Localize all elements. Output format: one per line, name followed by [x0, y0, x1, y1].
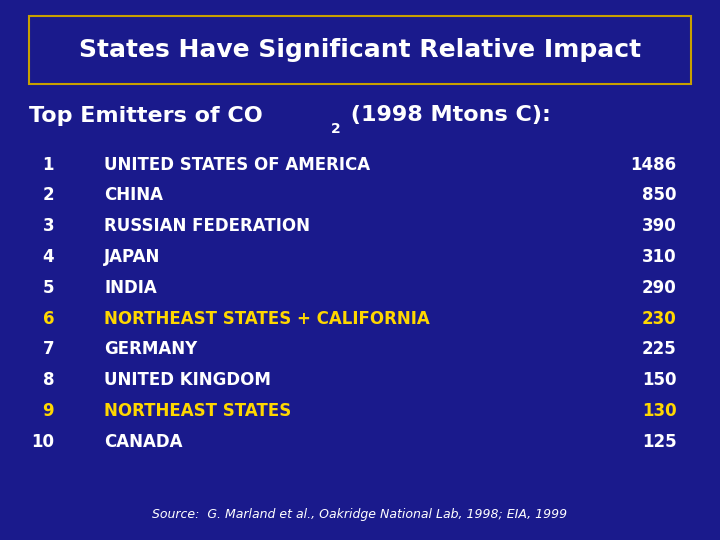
Text: INDIA: INDIA	[104, 279, 157, 297]
Text: 850: 850	[642, 186, 677, 205]
Text: JAPAN: JAPAN	[104, 248, 161, 266]
Text: 125: 125	[642, 433, 677, 451]
Text: 310: 310	[642, 248, 677, 266]
Text: 290: 290	[642, 279, 677, 297]
Text: 5: 5	[42, 279, 54, 297]
Text: 390: 390	[642, 217, 677, 235]
Text: GERMANY: GERMANY	[104, 340, 198, 359]
FancyBboxPatch shape	[29, 16, 691, 84]
Text: 1486: 1486	[631, 156, 677, 174]
Text: NORTHEAST STATES + CALIFORNIA: NORTHEAST STATES + CALIFORNIA	[104, 309, 430, 328]
Text: UNITED KINGDOM: UNITED KINGDOM	[104, 371, 271, 389]
Text: CHINA: CHINA	[104, 186, 163, 205]
Text: 4: 4	[42, 248, 54, 266]
Text: 2: 2	[330, 123, 340, 137]
Text: Top Emitters of CO: Top Emitters of CO	[29, 105, 263, 125]
Text: Source:  G. Marland et al., Oakridge National Lab, 1998; EIA, 1999: Source: G. Marland et al., Oakridge Nati…	[153, 508, 567, 521]
Text: NORTHEAST STATES: NORTHEAST STATES	[104, 402, 292, 420]
Text: States Have Significant Relative Impact: States Have Significant Relative Impact	[79, 38, 641, 62]
Text: 150: 150	[642, 371, 677, 389]
Text: 9: 9	[42, 402, 54, 420]
Text: 225: 225	[642, 340, 677, 359]
Text: 10: 10	[31, 433, 54, 451]
Text: UNITED STATES OF AMERICA: UNITED STATES OF AMERICA	[104, 156, 371, 174]
Text: (1998 Mtons C):: (1998 Mtons C):	[343, 105, 551, 125]
Text: 1: 1	[42, 156, 54, 174]
Text: 6: 6	[42, 309, 54, 328]
Text: 7: 7	[42, 340, 54, 359]
Text: 130: 130	[642, 402, 677, 420]
Text: 2: 2	[42, 186, 54, 205]
Text: CANADA: CANADA	[104, 433, 183, 451]
Text: RUSSIAN FEDERATION: RUSSIAN FEDERATION	[104, 217, 310, 235]
Text: 230: 230	[642, 309, 677, 328]
Text: 8: 8	[42, 371, 54, 389]
Text: 3: 3	[42, 217, 54, 235]
